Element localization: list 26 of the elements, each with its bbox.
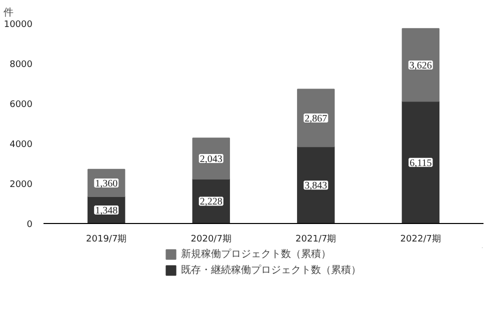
bar <box>297 88 335 148</box>
data-label: 1,348 <box>95 206 118 217</box>
bar <box>402 100 440 224</box>
data-label: 2,228 <box>200 196 222 208</box>
data-label: 6,115 <box>410 158 432 169</box>
y-tick-label: 10000 <box>4 20 33 30</box>
y-axis-title: 件 <box>4 8 14 18</box>
y-tick-label: 0 <box>26 220 33 230</box>
x-tick-label: 2022/7期 <box>400 234 441 244</box>
bar <box>297 146 335 224</box>
y-tick-label: 4000 <box>10 140 33 150</box>
x-tick-label: 2020/7期 <box>190 234 232 244</box>
bar <box>192 138 230 180</box>
data-label: 1,360 <box>95 178 118 190</box>
bar <box>402 28 440 102</box>
data-label: 2,043 <box>200 154 222 166</box>
data-label: 3,626 <box>409 60 432 72</box>
x-tick-label: 2019/7期 <box>86 234 127 244</box>
data-label: 3,843 <box>304 180 328 192</box>
y-tick-label: 2000 <box>10 180 33 190</box>
legend-label: 既存・継続稼働プロジェクト数（累積） <box>181 264 361 277</box>
legend-label: 新規稼働プロジェクト数（累積） <box>181 248 331 261</box>
x-tick-label: 2021/7期 <box>296 234 336 244</box>
y-tick-label: 8000 <box>10 60 33 70</box>
y-tick-label: 6000 <box>10 100 33 110</box>
data-label: 2,867 <box>304 113 328 124</box>
